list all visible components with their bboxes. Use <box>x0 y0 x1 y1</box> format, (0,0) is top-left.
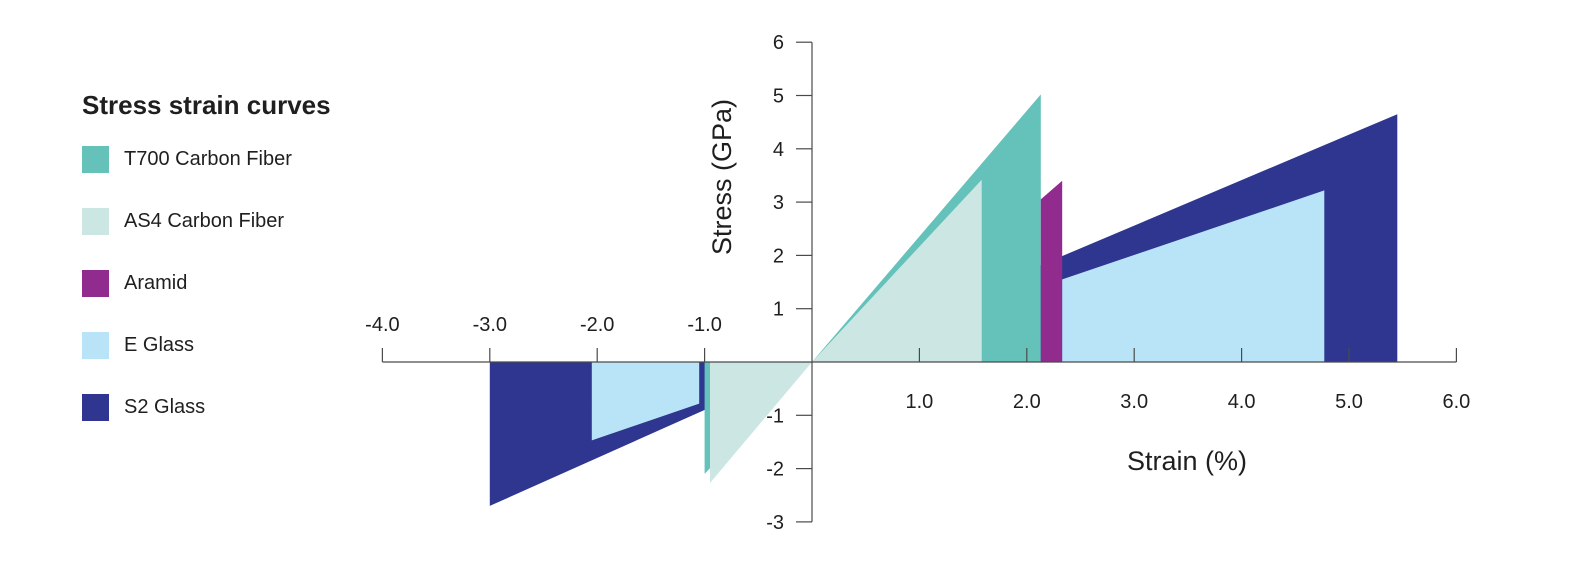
x-tick-label: 5.0 <box>1335 391 1363 413</box>
y-tick-label: -2 <box>766 459 784 481</box>
legend-item-t700: T700 Carbon Fiber <box>82 145 331 173</box>
y-tick-label: 4 <box>773 139 784 161</box>
x-tick-label: 4.0 <box>1228 391 1256 413</box>
y-tick-label: -3 <box>766 512 784 534</box>
y-axis-title: Stress (GPa) <box>707 99 737 255</box>
y-tick-label: 5 <box>773 86 784 108</box>
ticks: -4.0 -3.0 -2.0 -1.0 1.0 2.0 3.0 4.0 5.0 6.0 6 5 4 3 2 1… <box>365 32 1470 534</box>
y-tick-label: 6 <box>773 32 784 54</box>
legend-label-as4: AS4 Carbon Fiber <box>124 209 285 232</box>
series-area-e-glass <box>591 190 1325 441</box>
legend-item-e-glass: E Glass <box>82 331 331 359</box>
x-tick-label: -3.0 <box>473 314 507 336</box>
y-tick-label: 2 <box>773 245 784 267</box>
x-axis-title: Strain (%) <box>1127 446 1247 476</box>
legend-label-t700: T700 Carbon Fiber <box>124 147 292 170</box>
legend-item-as4: AS4 Carbon Fiber <box>82 207 331 235</box>
legend-label-e-glass: E Glass <box>124 333 195 356</box>
x-tick-label: -1.0 <box>687 314 721 336</box>
legend-swatch-as4 <box>82 207 109 235</box>
legend-label-aramid: Aramid <box>124 271 188 294</box>
y-tick-label: -1 <box>766 405 784 427</box>
y-tick-label: 1 <box>773 299 784 321</box>
legend-swatch-e-glass <box>82 331 109 359</box>
x-tick-label: 3.0 <box>1120 391 1148 413</box>
series-area-aramid <box>1040 180 1063 362</box>
series-areas <box>489 94 1398 506</box>
legend-swatch-aramid <box>82 269 109 297</box>
x-tick-label: 2.0 <box>1013 391 1041 413</box>
legend-label-s2-glass: S2 Glass <box>124 395 206 418</box>
y-tick-label: 3 <box>773 192 784 214</box>
legend-item-s2-glass: S2 Glass <box>82 393 331 421</box>
series-area-as4-carbon-fiber <box>710 179 982 483</box>
chart-title: Stress strain curves <box>82 90 331 120</box>
x-tick-label: 6.0 <box>1442 391 1470 413</box>
legend: Stress strain curves T700 Carbon Fiber A… <box>82 90 331 455</box>
x-tick-label: 1.0 <box>905 391 933 413</box>
legend-item-aramid: Aramid <box>82 269 331 297</box>
x-tick-label: -2.0 <box>580 314 614 336</box>
legend-swatch-t700 <box>82 145 109 173</box>
x-tick-label: -4.0 <box>365 314 399 336</box>
legend-swatch-s2-glass <box>82 393 109 421</box>
